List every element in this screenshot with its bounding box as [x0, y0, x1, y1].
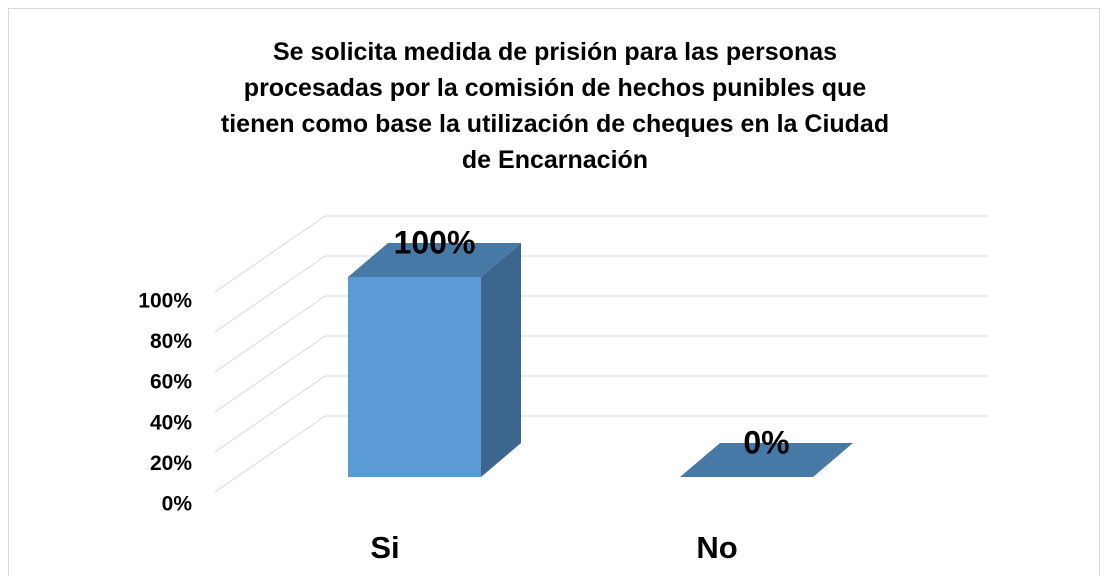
- y-tick-label: 60%: [150, 371, 192, 394]
- chart-title: Se solicita medida de prisión para las p…: [220, 38, 890, 174]
- y-tick-label: 100%: [138, 290, 192, 313]
- grid-line: [214, 255, 326, 333]
- bar-side: [481, 243, 521, 477]
- y-tick-label: 20%: [150, 452, 192, 475]
- grid-line: [214, 375, 326, 453]
- data-label: 100%: [394, 224, 476, 260]
- grid-line: [214, 415, 326, 493]
- chart-frame: [8, 8, 1100, 576]
- bar-front: [348, 277, 481, 477]
- data-label: 0%: [743, 424, 789, 460]
- grid-line: [214, 335, 326, 413]
- grid-line: [214, 295, 326, 373]
- x-tick-label: No: [696, 530, 737, 565]
- bar-top: [348, 243, 521, 277]
- y-tick-label: 80%: [150, 330, 192, 353]
- bar-top: [680, 443, 853, 477]
- y-tick-label: 0%: [162, 493, 193, 516]
- grid-line: [214, 215, 326, 293]
- y-tick-label: 40%: [150, 411, 192, 434]
- x-tick-label: Si: [370, 530, 399, 565]
